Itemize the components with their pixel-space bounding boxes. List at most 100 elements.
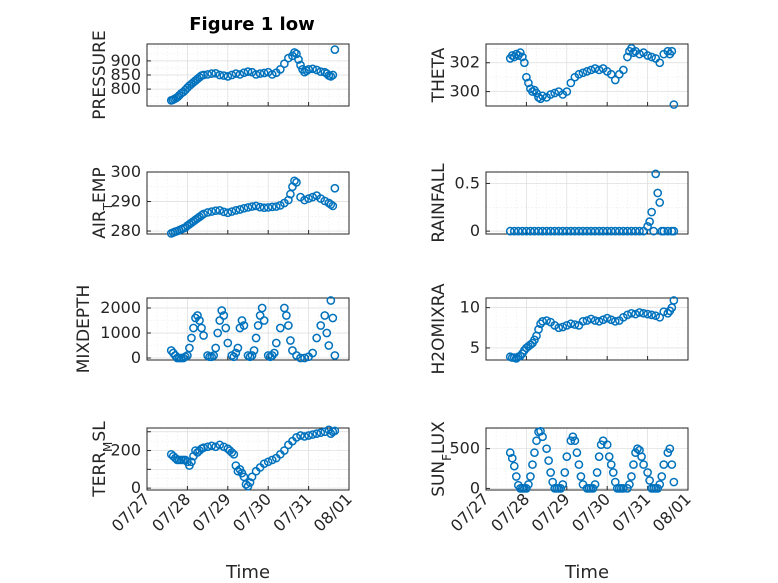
y-tick-label: 200 [110, 441, 141, 460]
data-point [253, 321, 263, 330]
data-point [602, 440, 612, 450]
data-point [544, 456, 553, 465]
x-tick-label: 08/01 [649, 489, 695, 535]
data-point [308, 192, 317, 202]
x-tick-label: 07/29 [528, 489, 574, 535]
data-point [578, 226, 588, 236]
data-point [629, 460, 638, 469]
data-point [578, 317, 588, 326]
data-point [610, 75, 620, 85]
data-point [235, 205, 245, 214]
axes-outline [146, 171, 350, 235]
data-point [645, 217, 654, 226]
data-point [241, 480, 251, 489]
y-tick-label: 800 [110, 79, 141, 98]
data-point [300, 432, 309, 441]
data-point [221, 323, 231, 333]
data-point [582, 226, 592, 236]
data-point [259, 68, 269, 78]
data-point [610, 226, 620, 236]
y-axis-label: RAINFALL [429, 163, 449, 243]
data-point [324, 341, 334, 350]
data-point [505, 448, 515, 457]
data-point [590, 64, 600, 73]
subplot-7: 0200TERRMSL07/2707/2807/2907/3007/3108/0… [90, 421, 356, 583]
data-point [643, 309, 652, 319]
data-point [284, 321, 293, 330]
data-point [598, 315, 608, 325]
data-point [267, 202, 277, 212]
data-point [643, 468, 652, 477]
data-point [520, 58, 529, 68]
data-point [590, 226, 600, 236]
data-point [209, 351, 219, 360]
data-point [330, 183, 340, 193]
data-point [574, 460, 584, 469]
data-point [515, 351, 525, 361]
y-tick-label: 500 [449, 439, 480, 458]
data-point [292, 49, 301, 59]
data-point [560, 468, 570, 477]
data-point [193, 311, 202, 320]
data-point [267, 351, 277, 360]
y-tick-label: 850 [110, 65, 141, 84]
data-point [659, 226, 669, 236]
y-tick-label: 0 [470, 221, 480, 240]
data-point [239, 68, 249, 78]
data-point [223, 72, 233, 81]
data-point [522, 226, 531, 236]
data-point [546, 226, 555, 236]
data-point [602, 226, 612, 236]
data-point [570, 320, 580, 329]
y-tick-label: 5 [470, 338, 480, 357]
data-point [669, 296, 679, 305]
data-point [316, 428, 326, 438]
data-point [538, 432, 547, 442]
data-point [631, 226, 640, 236]
data-point [199, 209, 208, 219]
data-point [643, 51, 652, 60]
data-point [326, 72, 336, 81]
data-point [627, 472, 636, 481]
data-point [257, 303, 267, 313]
figure-title: Figure 1 low [189, 14, 314, 35]
data-point [259, 459, 269, 469]
data-point [328, 313, 338, 323]
data-point [304, 65, 313, 74]
data-point [538, 317, 547, 326]
data-point [290, 176, 299, 186]
data-point [558, 226, 568, 236]
data-point [189, 323, 198, 333]
data-point [594, 226, 604, 236]
data-point [655, 480, 665, 489]
data-point [249, 346, 259, 355]
data-point [619, 484, 628, 493]
data-point [290, 48, 299, 57]
data-point [586, 65, 596, 75]
data-point [570, 436, 580, 446]
y-tick-label: 10 [460, 298, 480, 317]
data-point [647, 310, 656, 320]
data-point [645, 476, 654, 485]
data-point [669, 226, 679, 236]
data-point [509, 461, 519, 471]
data-point [655, 198, 665, 207]
data-point [245, 478, 255, 487]
data-point [598, 226, 608, 236]
data-point [227, 207, 237, 216]
data-point [649, 226, 659, 236]
data-point [635, 308, 644, 317]
data-point [207, 441, 216, 451]
data-point [659, 307, 669, 317]
data-point [629, 48, 638, 58]
data-point [608, 468, 618, 477]
data-point [669, 477, 679, 487]
data-point [639, 460, 648, 469]
data-point [199, 331, 208, 340]
data-point [663, 308, 673, 318]
data-point [526, 226, 535, 236]
data-point [602, 313, 612, 323]
data-point [239, 472, 249, 482]
y-axis-label: H2OMIXRA [429, 283, 449, 374]
